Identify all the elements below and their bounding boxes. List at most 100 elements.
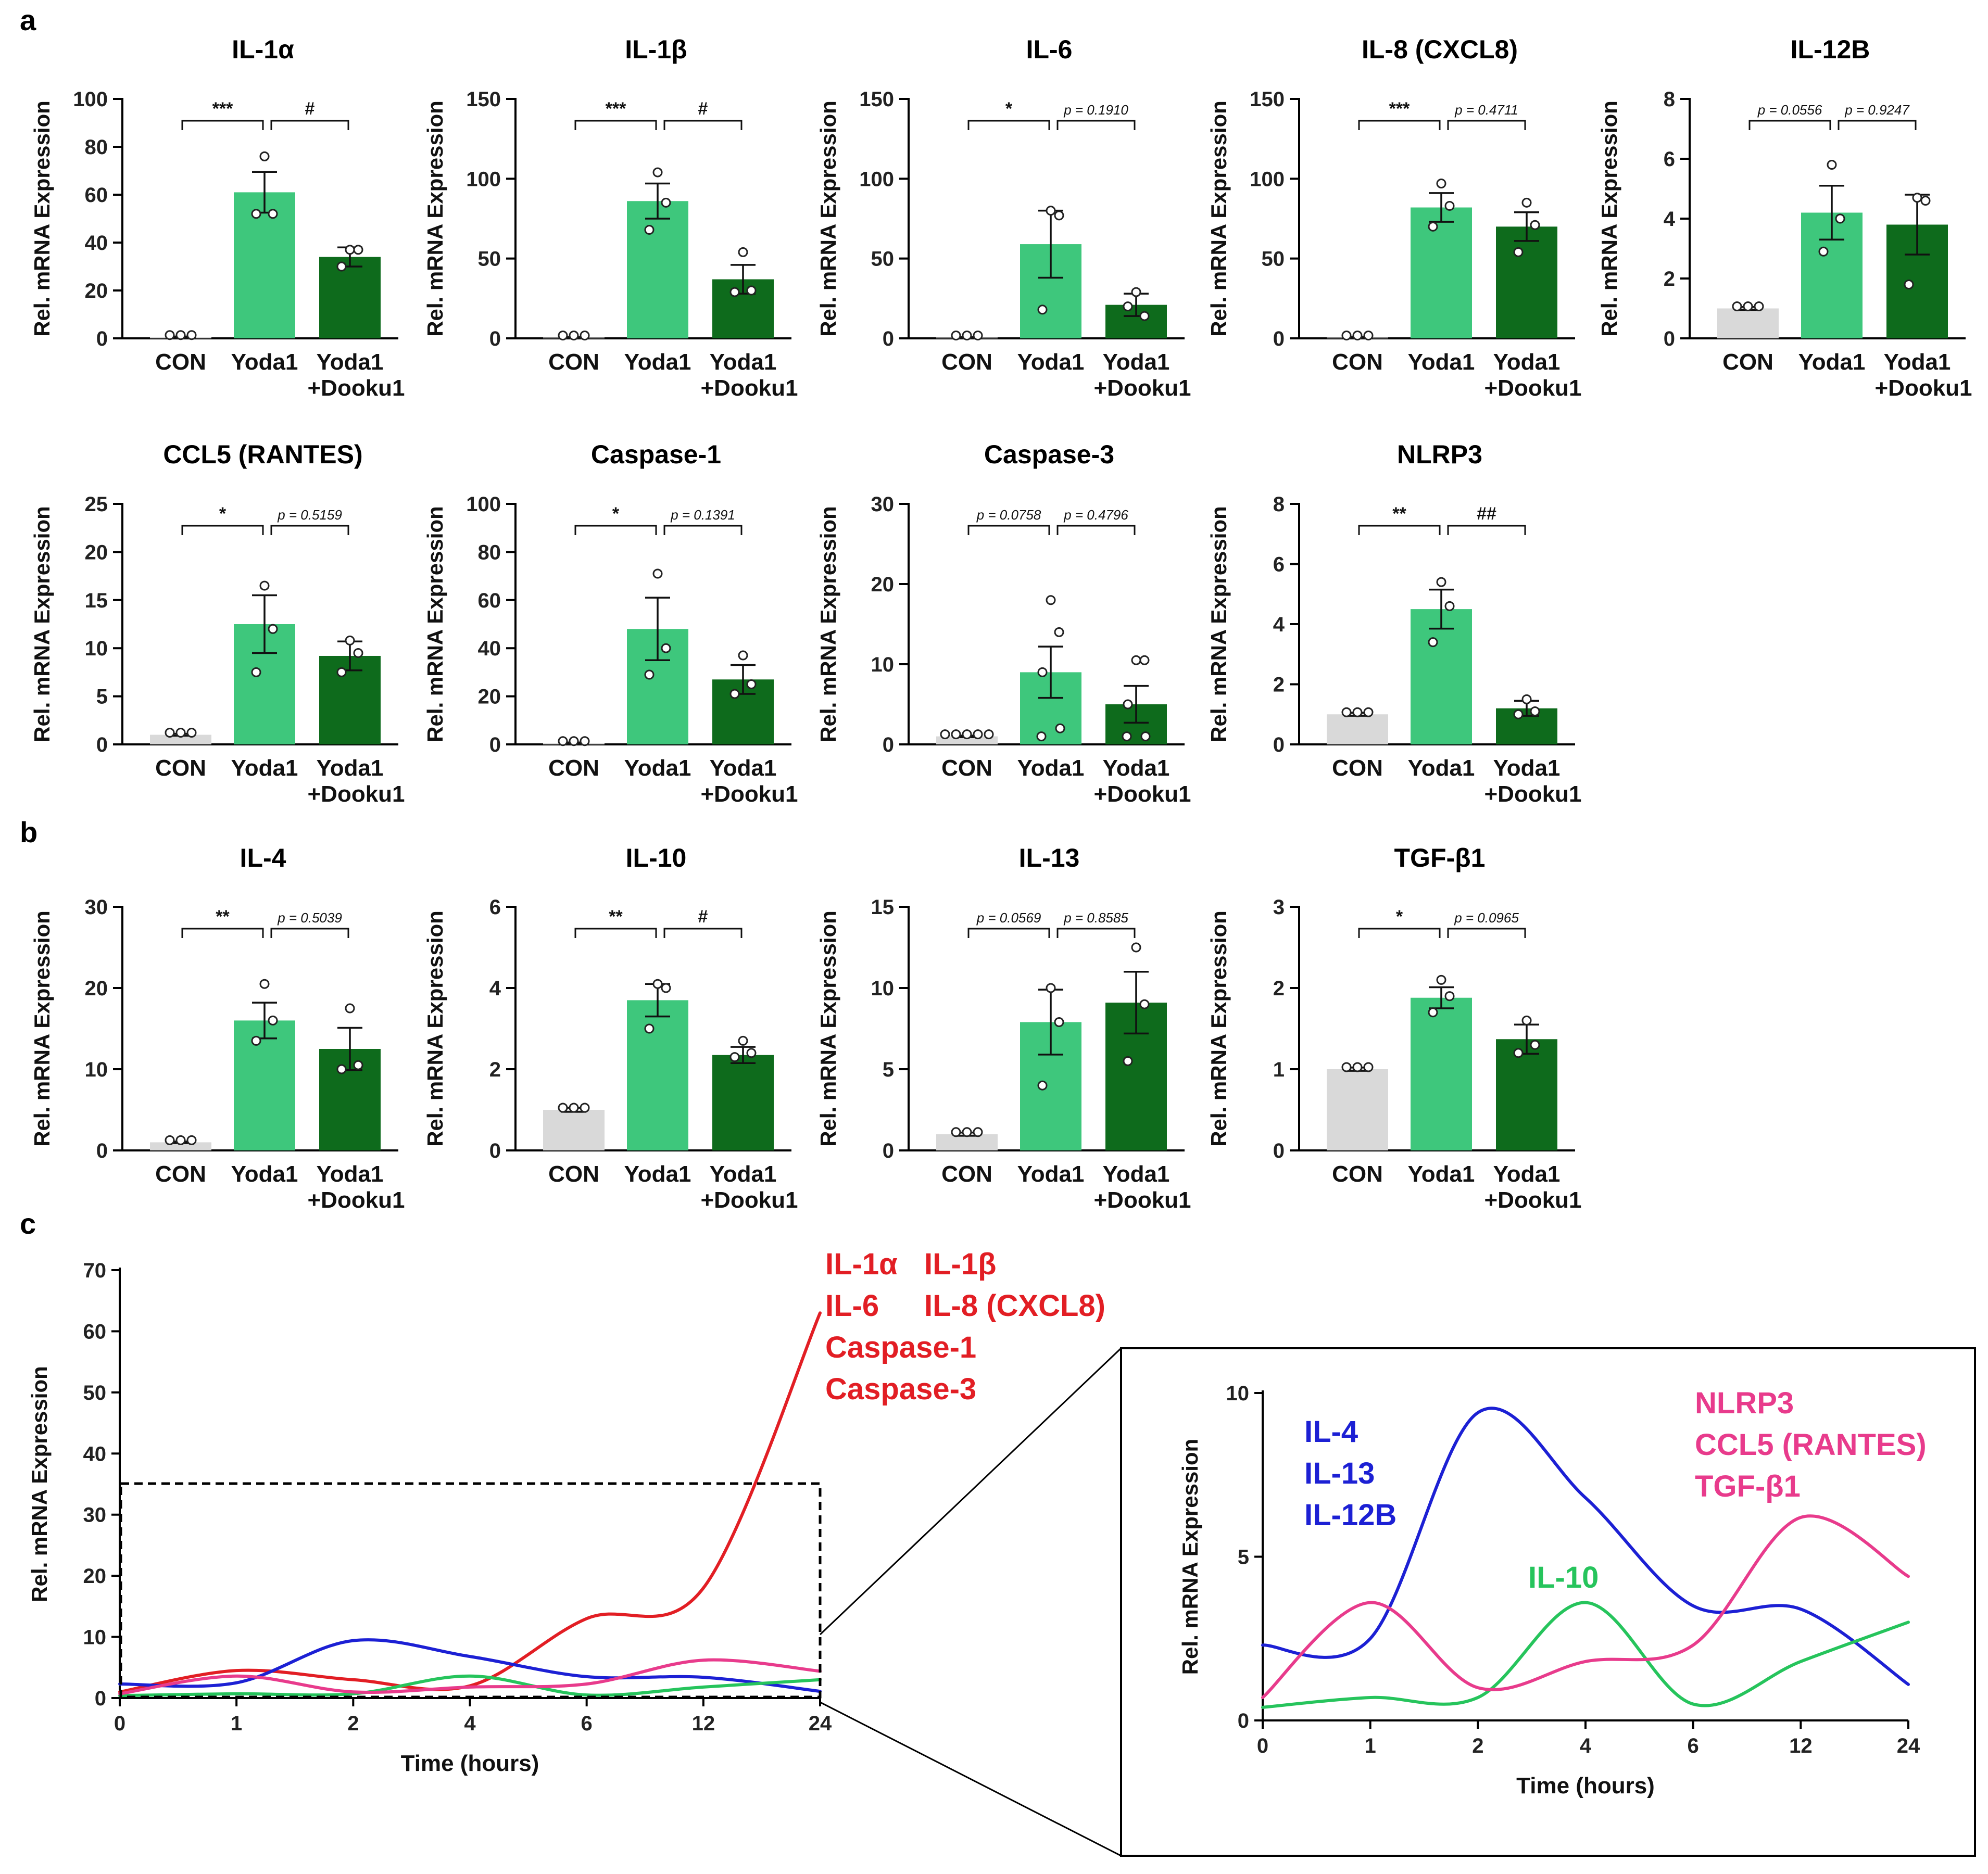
chart-title: IL-8 (CXCL8) [1362,35,1518,64]
data-point [1054,1017,1064,1028]
x-category-label: CON [548,349,599,375]
data-point [569,736,579,746]
x-category-label: +Dooku1 [1484,375,1581,401]
y-tick-label: 40 [83,1442,107,1465]
x-category-label: Yoda1 [317,755,384,781]
x-category-label: Yoda1 [1017,349,1085,375]
x-category-label: Yoda1 [624,349,691,375]
bar [234,192,295,338]
data-point [1363,707,1374,717]
y-tick-label: 0 [96,327,108,350]
series-line-1 [118,1638,822,1693]
data-point [259,580,270,591]
bar [543,1110,605,1150]
y-axis-label: Rel. mRNA Expression [423,100,447,337]
y-tick-label: 60 [85,184,108,207]
data-point [644,224,655,235]
data-point [1037,667,1048,677]
data-point [652,568,663,579]
panel-letter-c: c [20,1207,36,1240]
bar [150,1142,211,1150]
x-category-label: +Dooku1 [307,781,405,807]
x-category-label: CON [155,349,206,375]
y-tick-label: 50 [871,248,895,271]
x-category-label: Yoda1 [317,1161,384,1187]
x-category-label: CON [1332,1161,1383,1187]
data-point [729,689,740,699]
legend-caspase1: Caspase-1 [825,1331,976,1364]
chart-title: IL-10 [626,843,687,872]
data-point [558,736,568,746]
sig-bracket-right-label: p = 0.5039 [277,910,342,926]
data-point [1530,1040,1540,1050]
y-axis-label: Rel. mRNA Expression [816,910,840,1147]
data-point [1428,1007,1438,1018]
series-line-3 [118,1658,822,1695]
y-tick-label: 1 [1273,1058,1285,1081]
y-tick-label: 0 [489,327,501,350]
x-tick-label: 2 [1472,1734,1483,1757]
data-point [1123,301,1133,312]
y-tick-label: 8 [1273,493,1285,516]
panel-letter-a: a [20,4,36,36]
data-point [580,736,590,746]
data-point [1123,699,1133,710]
x-category-label: Yoda1 [624,755,691,781]
series-line-0 [1261,1407,1910,1686]
zoom-region-box [119,1482,822,1699]
y-tick-label: 10 [1226,1382,1250,1405]
bar [1327,1069,1388,1150]
sig-bracket-left-label: *** [606,99,626,119]
x-category-label: CON [155,1161,206,1187]
data-point [1436,974,1446,985]
legend-il8: IL-8 (CXCL8) [924,1289,1105,1323]
y-tick-label: 0 [883,733,894,756]
data-point [644,669,655,680]
y-tick-label: 0 [96,1139,108,1162]
y-tick-label: 60 [478,589,501,612]
y-tick-label: 30 [83,1504,107,1527]
x-category-label: Yoda1 [1408,1161,1475,1187]
x-category-label: Yoda1 [1017,1161,1085,1187]
y-tick-label: 2 [1273,977,1285,1000]
y-axis-label: Rel. mRNA Expression [1178,1439,1202,1675]
data-point [1140,731,1151,742]
y-tick-label: 8 [1664,88,1675,111]
data-point [345,1003,355,1014]
sig-bracket-right-label: p = 0.0965 [1454,910,1519,926]
y-axis-label: Rel. mRNA Expression [30,100,54,337]
data-point [1036,731,1047,742]
sig-bracket-left-label: *** [1389,99,1410,119]
bar [936,736,998,744]
x-tick-label: 12 [1789,1734,1813,1757]
bar-chart-il4: IL-4 Rel. mRNA Expression 0 10 20 30 CON Yoda1 Y… [30,843,405,1213]
y-tick-label: 4 [1273,613,1285,636]
sig-bracket-right-label: p = 0.8585 [1063,910,1128,926]
sig-bracket-left-line [574,525,657,535]
bar-chart-il1a: IL-1α Rel. mRNA Expression 0 20 40 60 80 100 CON… [30,35,405,401]
sig-bracket-right-label: # [698,907,708,927]
legend-il6: IL-6 [825,1289,879,1323]
y-tick-label: 10 [83,1626,107,1649]
data-point [186,1135,197,1145]
y-tick-label: 70 [83,1259,107,1282]
y-tick-label: 5 [96,686,108,708]
data-point [746,679,757,689]
sig-bracket-right-line [1056,525,1136,535]
data-point [984,729,994,740]
x-tick-label: 0 [114,1712,125,1735]
series-line-2 [118,1674,822,1698]
sig-bracket-right-line [1838,120,1917,130]
data-point [1341,330,1352,340]
y-tick-label: 20 [83,1565,107,1588]
x-category-label: Yoda1 [231,1161,298,1187]
chart-title: IL-4 [240,843,286,872]
y-axis-label: Rel. mRNA Expression [30,910,54,1147]
x-category-label: Yoda1 [231,755,298,781]
y-tick-label: 20 [85,280,108,302]
y-tick-label: 0 [96,733,108,756]
data-point [746,285,757,296]
data-point [1037,1080,1048,1091]
x-axis-label: Time (hours) [1516,1773,1655,1799]
